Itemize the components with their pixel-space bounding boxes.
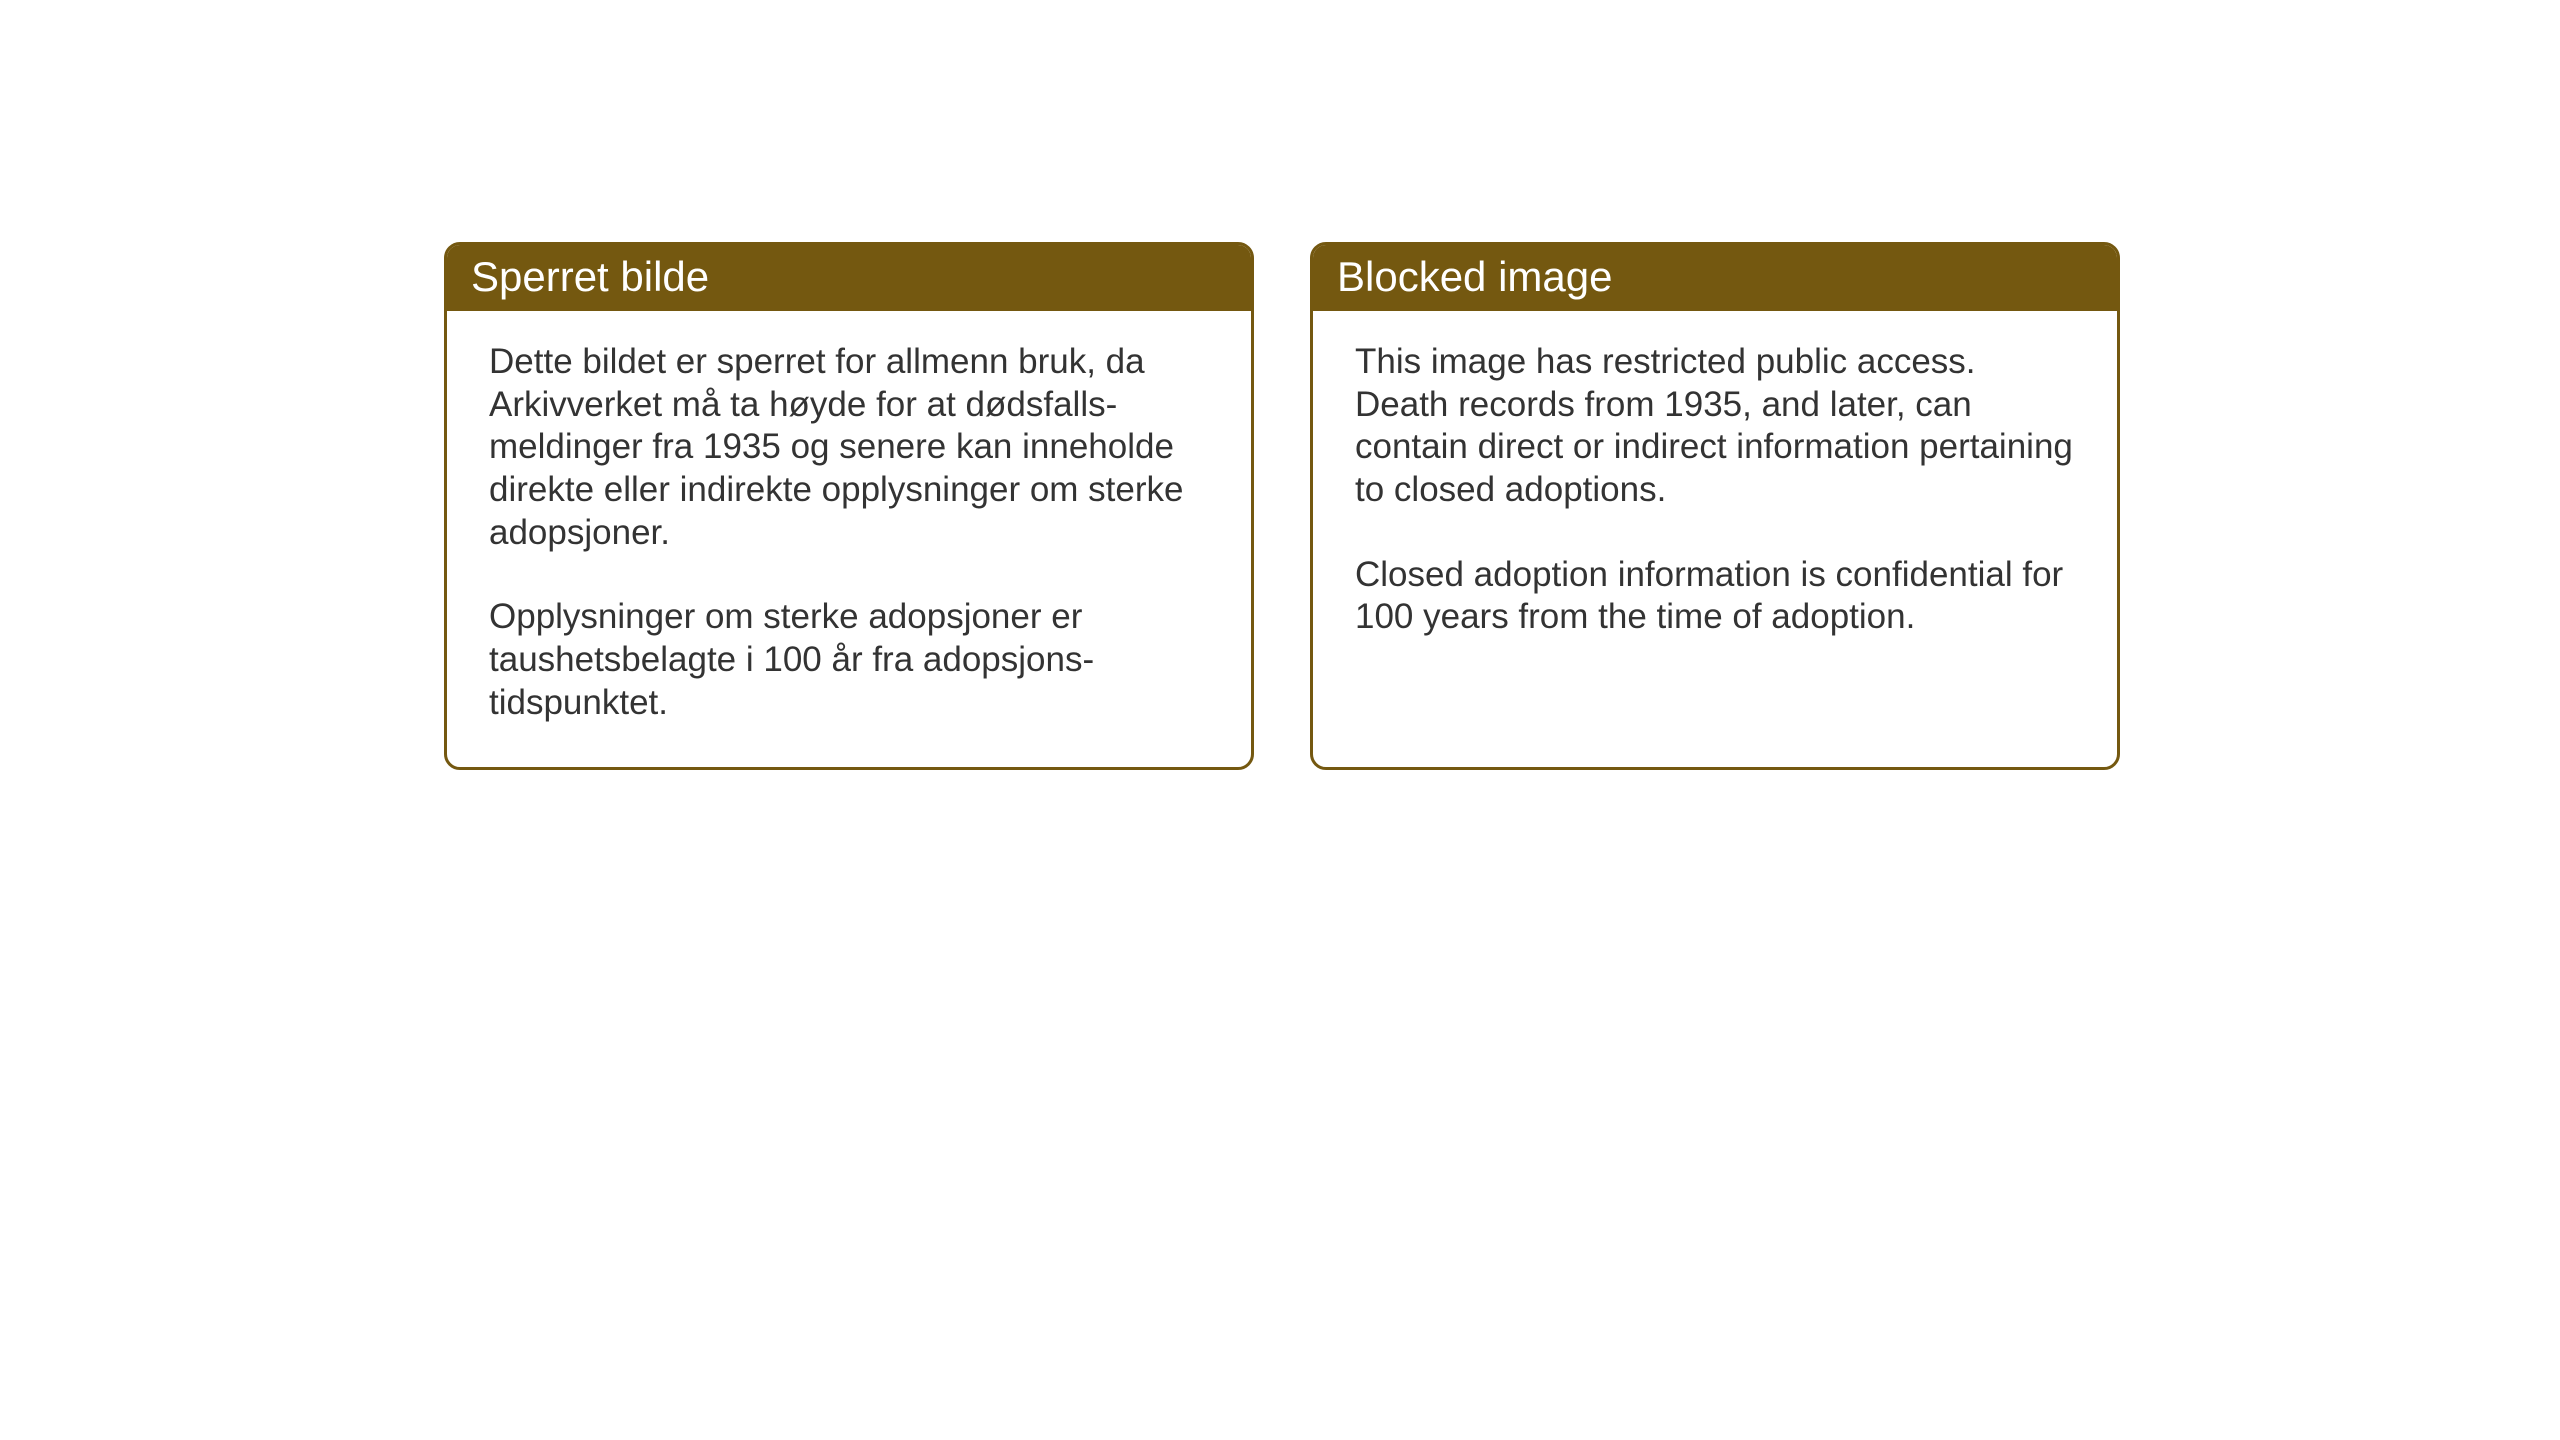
card-title-english: Blocked image [1337, 253, 1612, 300]
card-paragraph-1-norwegian: Dette bildet er sperret for allmenn bruk… [489, 341, 1209, 554]
notice-cards-container: Sperret bilde Dette bildet er sperret fo… [444, 242, 2120, 770]
notice-card-norwegian: Sperret bilde Dette bildet er sperret fo… [444, 242, 1254, 770]
card-body-english: This image has restricted public access.… [1313, 311, 2117, 731]
notice-card-english: Blocked image This image has restricted … [1310, 242, 2120, 770]
card-title-norwegian: Sperret bilde [471, 253, 709, 300]
card-header-norwegian: Sperret bilde [447, 245, 1251, 311]
card-header-english: Blocked image [1313, 245, 2117, 311]
card-paragraph-1-english: This image has restricted public access.… [1355, 341, 2075, 512]
card-body-norwegian: Dette bildet er sperret for allmenn bruk… [447, 311, 1251, 767]
card-paragraph-2-english: Closed adoption information is confident… [1355, 554, 2075, 639]
card-paragraph-2-norwegian: Opplysninger om sterke adopsjoner er tau… [489, 596, 1209, 724]
